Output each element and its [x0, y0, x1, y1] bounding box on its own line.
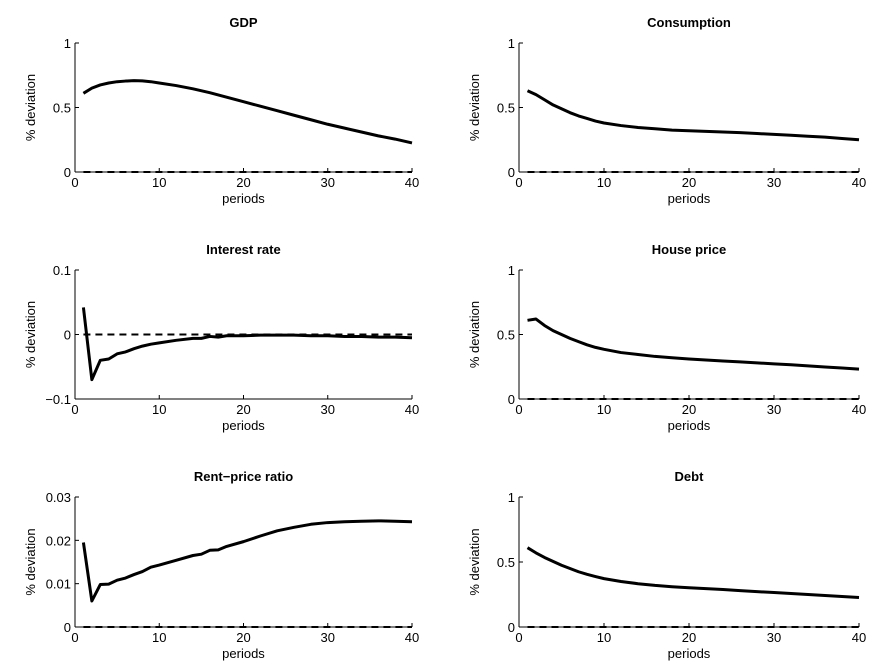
x-tick-label: 20 [236, 402, 250, 417]
x-tick-label: 30 [767, 630, 781, 645]
x-tick-label: 10 [152, 175, 166, 190]
x-tick-label: 0 [71, 402, 78, 417]
y-tick-label: 0 [64, 620, 71, 635]
y-tick-label: 0.5 [497, 555, 515, 570]
x-tick-label: 20 [236, 175, 250, 190]
x-tick-label: 0 [71, 175, 78, 190]
y-tick-label: 1 [64, 36, 71, 51]
y-axis-label: % deviation [23, 528, 38, 595]
y-axis-label: % deviation [23, 74, 38, 141]
x-axis-label: periods [668, 191, 711, 206]
y-tick-label: 1 [508, 36, 515, 51]
y-tick-label: 1 [508, 490, 515, 505]
subplot-4: 0 10 20 30 40 0 0.5 1 House price periods % deviat… [467, 242, 866, 433]
subplot-title: Rent−price ratio [194, 469, 293, 484]
y-tick-label: 0.01 [46, 577, 71, 592]
y-tick-label: 0 [64, 328, 71, 343]
response-series [81, 307, 413, 382]
x-tick-label: 10 [597, 175, 611, 190]
x-tick-label: 10 [152, 402, 166, 417]
subplot-5: 0 10 20 30 40 0 0.01 0.02 0.03 Rent−price ratio pe… [23, 469, 419, 661]
x-tick-label: 40 [405, 175, 419, 190]
x-tick-label: 0 [71, 630, 78, 645]
x-tick-label: 40 [852, 402, 866, 417]
y-tick-label: 0.5 [53, 101, 71, 116]
response-series [82, 79, 413, 145]
x-tick-label: 0 [515, 402, 522, 417]
y-axis-label: % deviation [23, 301, 38, 368]
y-tick-label: 0 [508, 620, 515, 635]
x-tick-label: 40 [405, 402, 419, 417]
x-tick-label: 20 [682, 402, 696, 417]
x-axis-label: periods [222, 191, 265, 206]
y-tick-label: 0.5 [497, 328, 515, 343]
x-axis-label: periods [222, 418, 265, 433]
x-axis-label: periods [668, 418, 711, 433]
y-tick-label: 0.02 [46, 533, 71, 548]
y-tick-label: 0.5 [497, 101, 515, 116]
y-axis-label: % deviation [467, 74, 482, 141]
x-tick-label: 30 [321, 402, 335, 417]
y-tick-label: 0 [508, 392, 515, 407]
subplot-title: Consumption [647, 15, 731, 30]
x-tick-label: 10 [597, 630, 611, 645]
x-tick-label: 20 [682, 630, 696, 645]
y-tick-label: 0.1 [53, 263, 71, 278]
x-tick-label: 0 [515, 630, 522, 645]
x-tick-label: 30 [767, 402, 781, 417]
x-tick-label: 10 [597, 402, 611, 417]
x-tick-label: 40 [405, 630, 419, 645]
x-tick-label: 30 [321, 630, 335, 645]
response-series [81, 519, 413, 603]
x-tick-label: 10 [152, 630, 166, 645]
subplot-title: House price [652, 242, 726, 257]
x-tick-label: 20 [236, 630, 250, 645]
subplot-title: GDP [229, 15, 258, 30]
response-series [527, 317, 860, 371]
x-tick-label: 40 [852, 630, 866, 645]
subplot-title: Debt [675, 469, 705, 484]
x-tick-label: 20 [682, 175, 696, 190]
subplot-1: 0 10 20 30 40 0 0.5 1 GDP periods % deviation [23, 15, 419, 206]
x-axis-label: periods [222, 646, 265, 661]
y-axis-label: % deviation [467, 528, 482, 595]
response-series [526, 546, 860, 599]
x-tick-label: 30 [767, 175, 781, 190]
x-tick-label: 40 [852, 175, 866, 190]
y-axis-label: % deviation [467, 301, 482, 368]
x-tick-label: 30 [321, 175, 335, 190]
subplot-6: 0 10 20 30 40 0 0.5 1 Debt periods % deviation [467, 469, 866, 661]
x-axis-label: periods [668, 646, 711, 661]
y-tick-label: 0 [508, 165, 515, 180]
y-tick-label: 1 [508, 263, 515, 278]
subplot-title: Interest rate [206, 242, 280, 257]
y-tick-label: −0.1 [45, 392, 71, 407]
x-tick-label: 0 [515, 175, 522, 190]
y-tick-label: 0 [64, 165, 71, 180]
subplot-2: 0 10 20 30 40 0 0.5 1 Consumption periods % deviat… [467, 15, 866, 206]
response-series [526, 89, 860, 142]
y-tick-label: 0.03 [46, 490, 71, 505]
